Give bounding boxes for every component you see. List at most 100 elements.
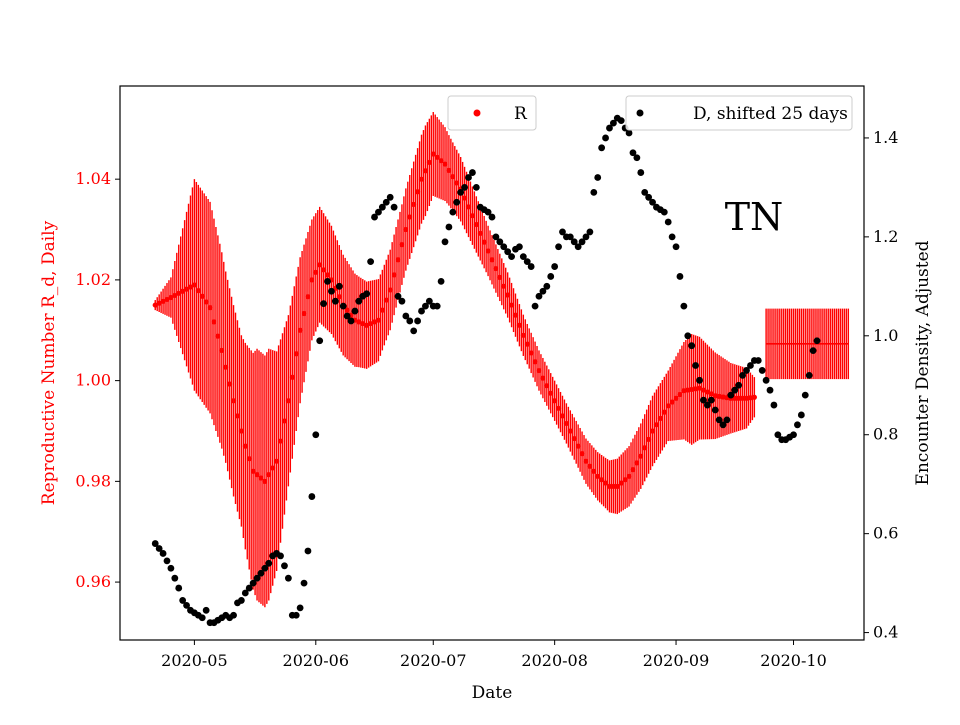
r-point <box>505 292 511 298</box>
r-point <box>285 398 291 404</box>
r-point <box>191 282 197 288</box>
r-point <box>375 317 382 323</box>
d-point <box>245 584 253 592</box>
d-point <box>183 601 190 609</box>
d-point <box>578 238 586 246</box>
d-point <box>668 233 676 241</box>
r-point <box>262 478 268 484</box>
d-point <box>488 213 496 221</box>
r-point <box>187 284 194 290</box>
r-point <box>195 288 201 294</box>
d-point <box>523 258 531 265</box>
r-point <box>567 428 573 434</box>
r-point <box>321 267 327 273</box>
d-point <box>715 416 723 424</box>
d-point <box>445 223 453 231</box>
d-point <box>551 263 559 270</box>
r-point <box>230 398 237 404</box>
right-y-axis-label: Encounter Density, Adjusted <box>913 240 933 485</box>
r-point <box>512 312 519 318</box>
d-point <box>664 218 672 226</box>
r-point <box>516 322 523 328</box>
r-point <box>211 319 217 325</box>
r-point <box>199 293 205 299</box>
d-point <box>441 238 449 246</box>
d-point <box>355 297 363 305</box>
d-point <box>402 312 410 320</box>
r-point <box>305 294 311 300</box>
d-point <box>672 243 680 251</box>
d-point <box>163 557 171 565</box>
r-point <box>681 388 687 394</box>
d-point <box>711 406 719 414</box>
r-point <box>156 300 162 306</box>
r-point <box>164 296 170 303</box>
d-point <box>284 574 292 582</box>
r-point <box>215 333 221 339</box>
d-point <box>801 391 809 399</box>
d-point <box>629 149 637 157</box>
d-point <box>453 198 461 206</box>
d-point <box>774 431 782 439</box>
r-point <box>673 395 679 401</box>
r-point <box>336 294 342 300</box>
d-point <box>202 606 210 614</box>
d-series-layer <box>151 114 821 627</box>
r-point <box>595 473 601 479</box>
r-point <box>540 375 546 381</box>
x-tick-label: 2020-05 <box>161 651 227 670</box>
d-point <box>363 290 371 298</box>
r-point <box>740 395 746 401</box>
r-point <box>501 283 507 289</box>
d-point <box>410 327 418 335</box>
d-point <box>331 297 339 305</box>
r-point <box>360 320 366 327</box>
d-point <box>747 362 754 369</box>
r-point <box>383 297 389 303</box>
d-point <box>457 188 465 196</box>
r-point <box>704 389 710 395</box>
r-point <box>399 242 405 248</box>
r-point <box>461 195 468 201</box>
r-point <box>497 274 503 280</box>
r-point <box>266 472 272 478</box>
d-point <box>316 337 324 345</box>
r-point <box>548 390 554 396</box>
x-tick-label: 2020-08 <box>521 651 587 670</box>
d-point <box>437 277 445 285</box>
d-point <box>171 574 179 582</box>
r-point <box>571 435 577 442</box>
x-tick-label: 2020-07 <box>400 651 466 670</box>
x-tick-label: 2020-06 <box>283 651 349 670</box>
r-point <box>469 213 476 219</box>
r-point <box>693 386 699 392</box>
d-point <box>472 184 480 191</box>
r-point <box>473 221 479 228</box>
d-point <box>794 421 801 429</box>
r-point <box>309 277 315 283</box>
r-point <box>720 394 726 400</box>
r-point <box>751 394 757 400</box>
r-point <box>242 443 248 449</box>
r-point <box>411 201 417 207</box>
d-point <box>261 564 269 572</box>
r-point <box>536 367 542 374</box>
d-point <box>770 401 778 409</box>
d-point <box>371 213 378 221</box>
r-point <box>364 322 370 328</box>
d-point <box>570 238 578 246</box>
d-point <box>754 357 762 364</box>
d-point <box>625 129 633 137</box>
r-point <box>634 460 640 466</box>
r-point <box>317 262 323 268</box>
r-point <box>583 458 589 464</box>
d-point <box>519 253 527 261</box>
d-point <box>692 362 700 369</box>
r-point <box>555 405 562 411</box>
d-point <box>703 401 711 409</box>
d-point <box>590 188 598 196</box>
r-point <box>274 458 280 464</box>
d-point <box>805 371 813 379</box>
d-point <box>539 287 547 295</box>
d-point <box>422 302 429 310</box>
